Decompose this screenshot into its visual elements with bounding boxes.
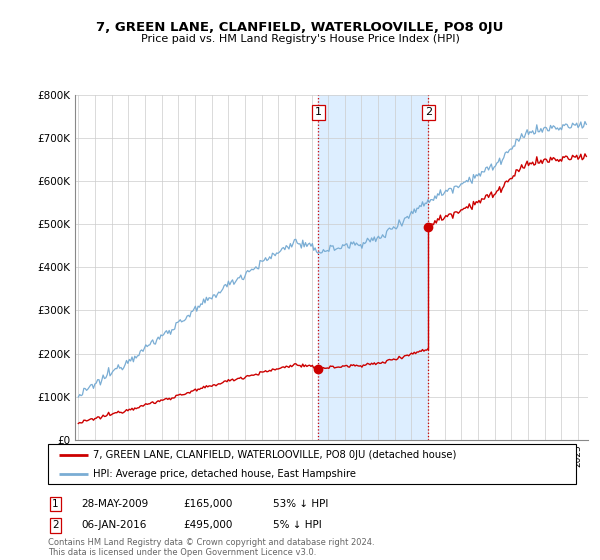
- Bar: [319, 95, 428, 440]
- Text: 28-MAY-2009: 28-MAY-2009: [81, 499, 148, 509]
- Text: £495,000: £495,000: [183, 520, 232, 530]
- Text: Price paid vs. HM Land Registry's House Price Index (HPI): Price paid vs. HM Land Registry's House …: [140, 34, 460, 44]
- Text: 1: 1: [52, 499, 59, 509]
- Text: 7, GREEN LANE, CLANFIELD, WATERLOOVILLE, PO8 0JU: 7, GREEN LANE, CLANFIELD, WATERLOOVILLE,…: [97, 21, 503, 34]
- Text: 5% ↓ HPI: 5% ↓ HPI: [273, 520, 322, 530]
- Text: 06-JAN-2016: 06-JAN-2016: [81, 520, 146, 530]
- Text: 2: 2: [425, 108, 432, 118]
- Text: HPI: Average price, detached house, East Hampshire: HPI: Average price, detached house, East…: [93, 469, 356, 479]
- Text: 2: 2: [52, 520, 59, 530]
- Text: 1: 1: [315, 108, 322, 118]
- FancyBboxPatch shape: [48, 444, 576, 484]
- Text: 53% ↓ HPI: 53% ↓ HPI: [273, 499, 328, 509]
- Text: 7, GREEN LANE, CLANFIELD, WATERLOOVILLE, PO8 0JU (detached house): 7, GREEN LANE, CLANFIELD, WATERLOOVILLE,…: [93, 450, 456, 460]
- Text: Contains HM Land Registry data © Crown copyright and database right 2024.
This d: Contains HM Land Registry data © Crown c…: [48, 538, 374, 557]
- Text: £165,000: £165,000: [183, 499, 232, 509]
